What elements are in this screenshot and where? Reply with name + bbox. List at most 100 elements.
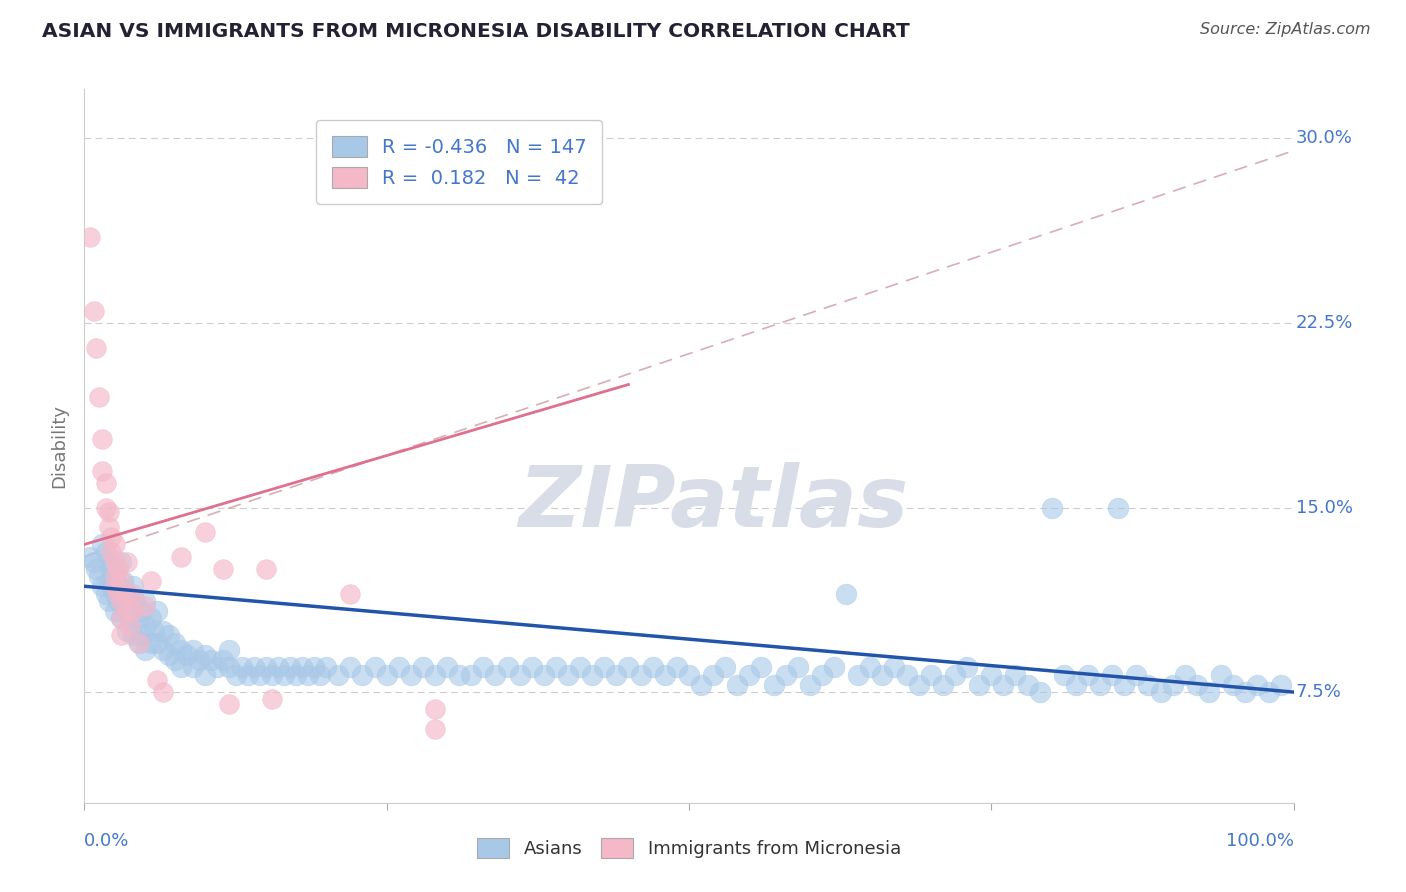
Point: [83, 555, 105, 569]
Point: [273, 668, 295, 682]
Point: [194, 648, 217, 662]
Point: [1161, 678, 1184, 692]
Point: [110, 555, 132, 569]
Point: [110, 628, 132, 642]
Point: [131, 628, 153, 642]
Point: [460, 668, 482, 682]
Point: [152, 643, 174, 657]
Point: [907, 678, 929, 692]
Point: [1125, 668, 1147, 682]
Point: [194, 525, 217, 540]
Point: [139, 636, 162, 650]
Point: [115, 624, 138, 638]
Point: [520, 660, 543, 674]
Point: [100, 562, 122, 576]
Point: [87, 390, 110, 404]
Point: [617, 660, 640, 674]
Point: [388, 660, 411, 674]
Point: [242, 660, 264, 674]
Point: [94, 500, 117, 515]
Point: [1185, 678, 1208, 692]
Point: [128, 636, 150, 650]
Point: [218, 643, 240, 657]
Point: [811, 668, 834, 682]
Point: [363, 660, 385, 674]
Point: [86, 341, 108, 355]
Point: [104, 569, 127, 583]
Point: [714, 660, 737, 674]
Point: [194, 668, 217, 682]
Point: [143, 624, 166, 638]
Point: [1234, 685, 1257, 699]
Point: [284, 668, 308, 682]
Point: [97, 594, 120, 608]
Point: [1270, 678, 1292, 692]
Point: [97, 505, 120, 519]
Point: [152, 685, 174, 699]
Point: [188, 653, 211, 667]
Text: 7.5%: 7.5%: [1296, 683, 1341, 701]
Point: [107, 594, 129, 608]
Point: [751, 660, 773, 674]
Point: [120, 594, 142, 608]
Point: [212, 562, 235, 576]
Point: [146, 604, 169, 618]
Point: [100, 545, 122, 559]
Point: [104, 604, 127, 618]
Point: [104, 579, 127, 593]
Point: [315, 660, 337, 674]
Point: [1149, 685, 1171, 699]
Point: [544, 660, 567, 674]
Point: [835, 587, 858, 601]
Point: [1077, 668, 1099, 682]
Point: [94, 475, 117, 490]
Point: [260, 692, 283, 706]
Point: [181, 643, 204, 657]
Y-axis label: Disability: Disability: [51, 404, 69, 488]
Point: [630, 668, 652, 682]
Point: [104, 569, 127, 583]
Point: [176, 648, 198, 662]
Text: 0.0%: 0.0%: [84, 832, 129, 850]
Point: [423, 702, 446, 716]
Point: [157, 628, 180, 642]
Point: [896, 668, 918, 682]
Point: [1064, 678, 1087, 692]
Point: [146, 636, 169, 650]
Point: [484, 668, 506, 682]
Point: [110, 574, 132, 589]
Point: [297, 668, 319, 682]
Point: [1088, 678, 1111, 692]
Point: [641, 660, 664, 674]
Point: [218, 698, 240, 712]
Point: [115, 587, 138, 601]
Point: [139, 611, 162, 625]
Point: [115, 604, 138, 618]
Point: [436, 660, 458, 674]
Point: [146, 673, 169, 687]
Point: [112, 574, 135, 589]
Point: [170, 643, 193, 657]
Point: [412, 660, 434, 674]
Point: [104, 537, 127, 551]
Text: 22.5%: 22.5%: [1296, 314, 1354, 332]
Point: [86, 562, 108, 576]
Point: [920, 668, 942, 682]
Point: [375, 668, 398, 682]
Point: [115, 555, 138, 569]
Point: [134, 599, 156, 613]
Point: [165, 653, 187, 667]
Point: [104, 587, 127, 601]
Point: [423, 722, 446, 736]
Point: [91, 432, 114, 446]
Point: [1028, 685, 1050, 699]
Point: [128, 636, 150, 650]
Point: [91, 579, 114, 593]
Point: [110, 594, 132, 608]
Point: [79, 549, 101, 564]
Point: [121, 604, 143, 618]
Point: [678, 668, 700, 682]
Point: [236, 668, 259, 682]
Point: [139, 574, 162, 589]
Point: [654, 668, 676, 682]
